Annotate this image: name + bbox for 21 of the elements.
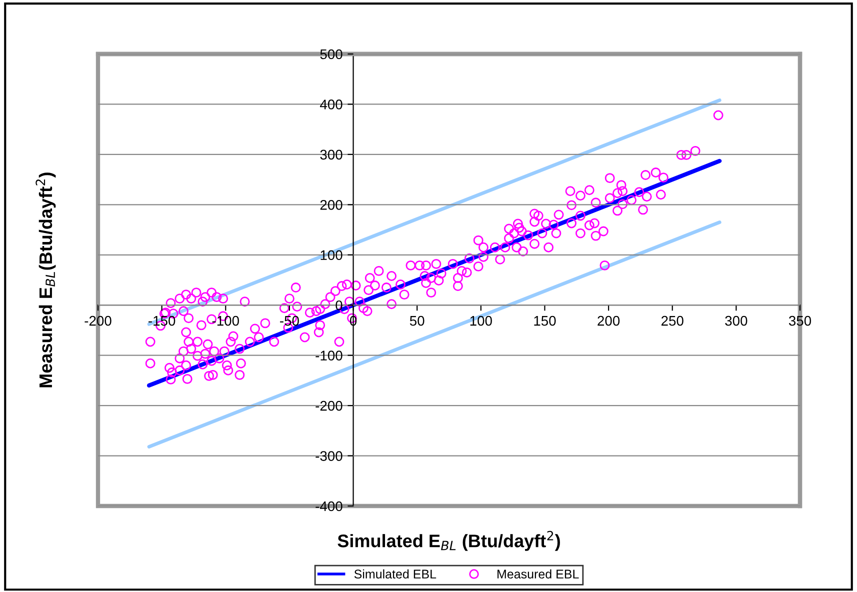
x-axis-title: Simulated E$_{BL}$ (Btu/dayft$^{2}$)	[338, 530, 560, 551]
x-tick-label: -150	[148, 316, 176, 326]
y-tick-label: -100	[316, 350, 342, 361]
x-tick-label: 300	[725, 316, 748, 326]
x-tick-label: 150	[534, 316, 556, 326]
y-tick-label: -200	[316, 400, 342, 411]
y-tick-label: -300	[316, 451, 342, 461]
x-tick-label: 50	[410, 316, 424, 326]
x-tick-label: -200	[84, 316, 112, 326]
x-tick-label: 200	[598, 316, 620, 326]
y-tick-label: 200	[320, 200, 342, 210]
legend-label: Measured EBL	[498, 569, 579, 579]
legend-label: Simulated EBL	[354, 569, 436, 579]
x-tick-label: 350	[788, 316, 812, 326]
y-tick-label: 300	[320, 150, 342, 160]
y-tick-label: 0	[336, 300, 342, 310]
y-tick-label: 400	[320, 100, 342, 110]
x-tick-label: 250	[661, 316, 684, 326]
x-tick-label: 100	[470, 316, 492, 326]
y-axis-title: Measured E$_{BL}$(Btu/dayft$^{2}$)	[36, 172, 56, 388]
y-tick-label: 100	[320, 250, 342, 260]
